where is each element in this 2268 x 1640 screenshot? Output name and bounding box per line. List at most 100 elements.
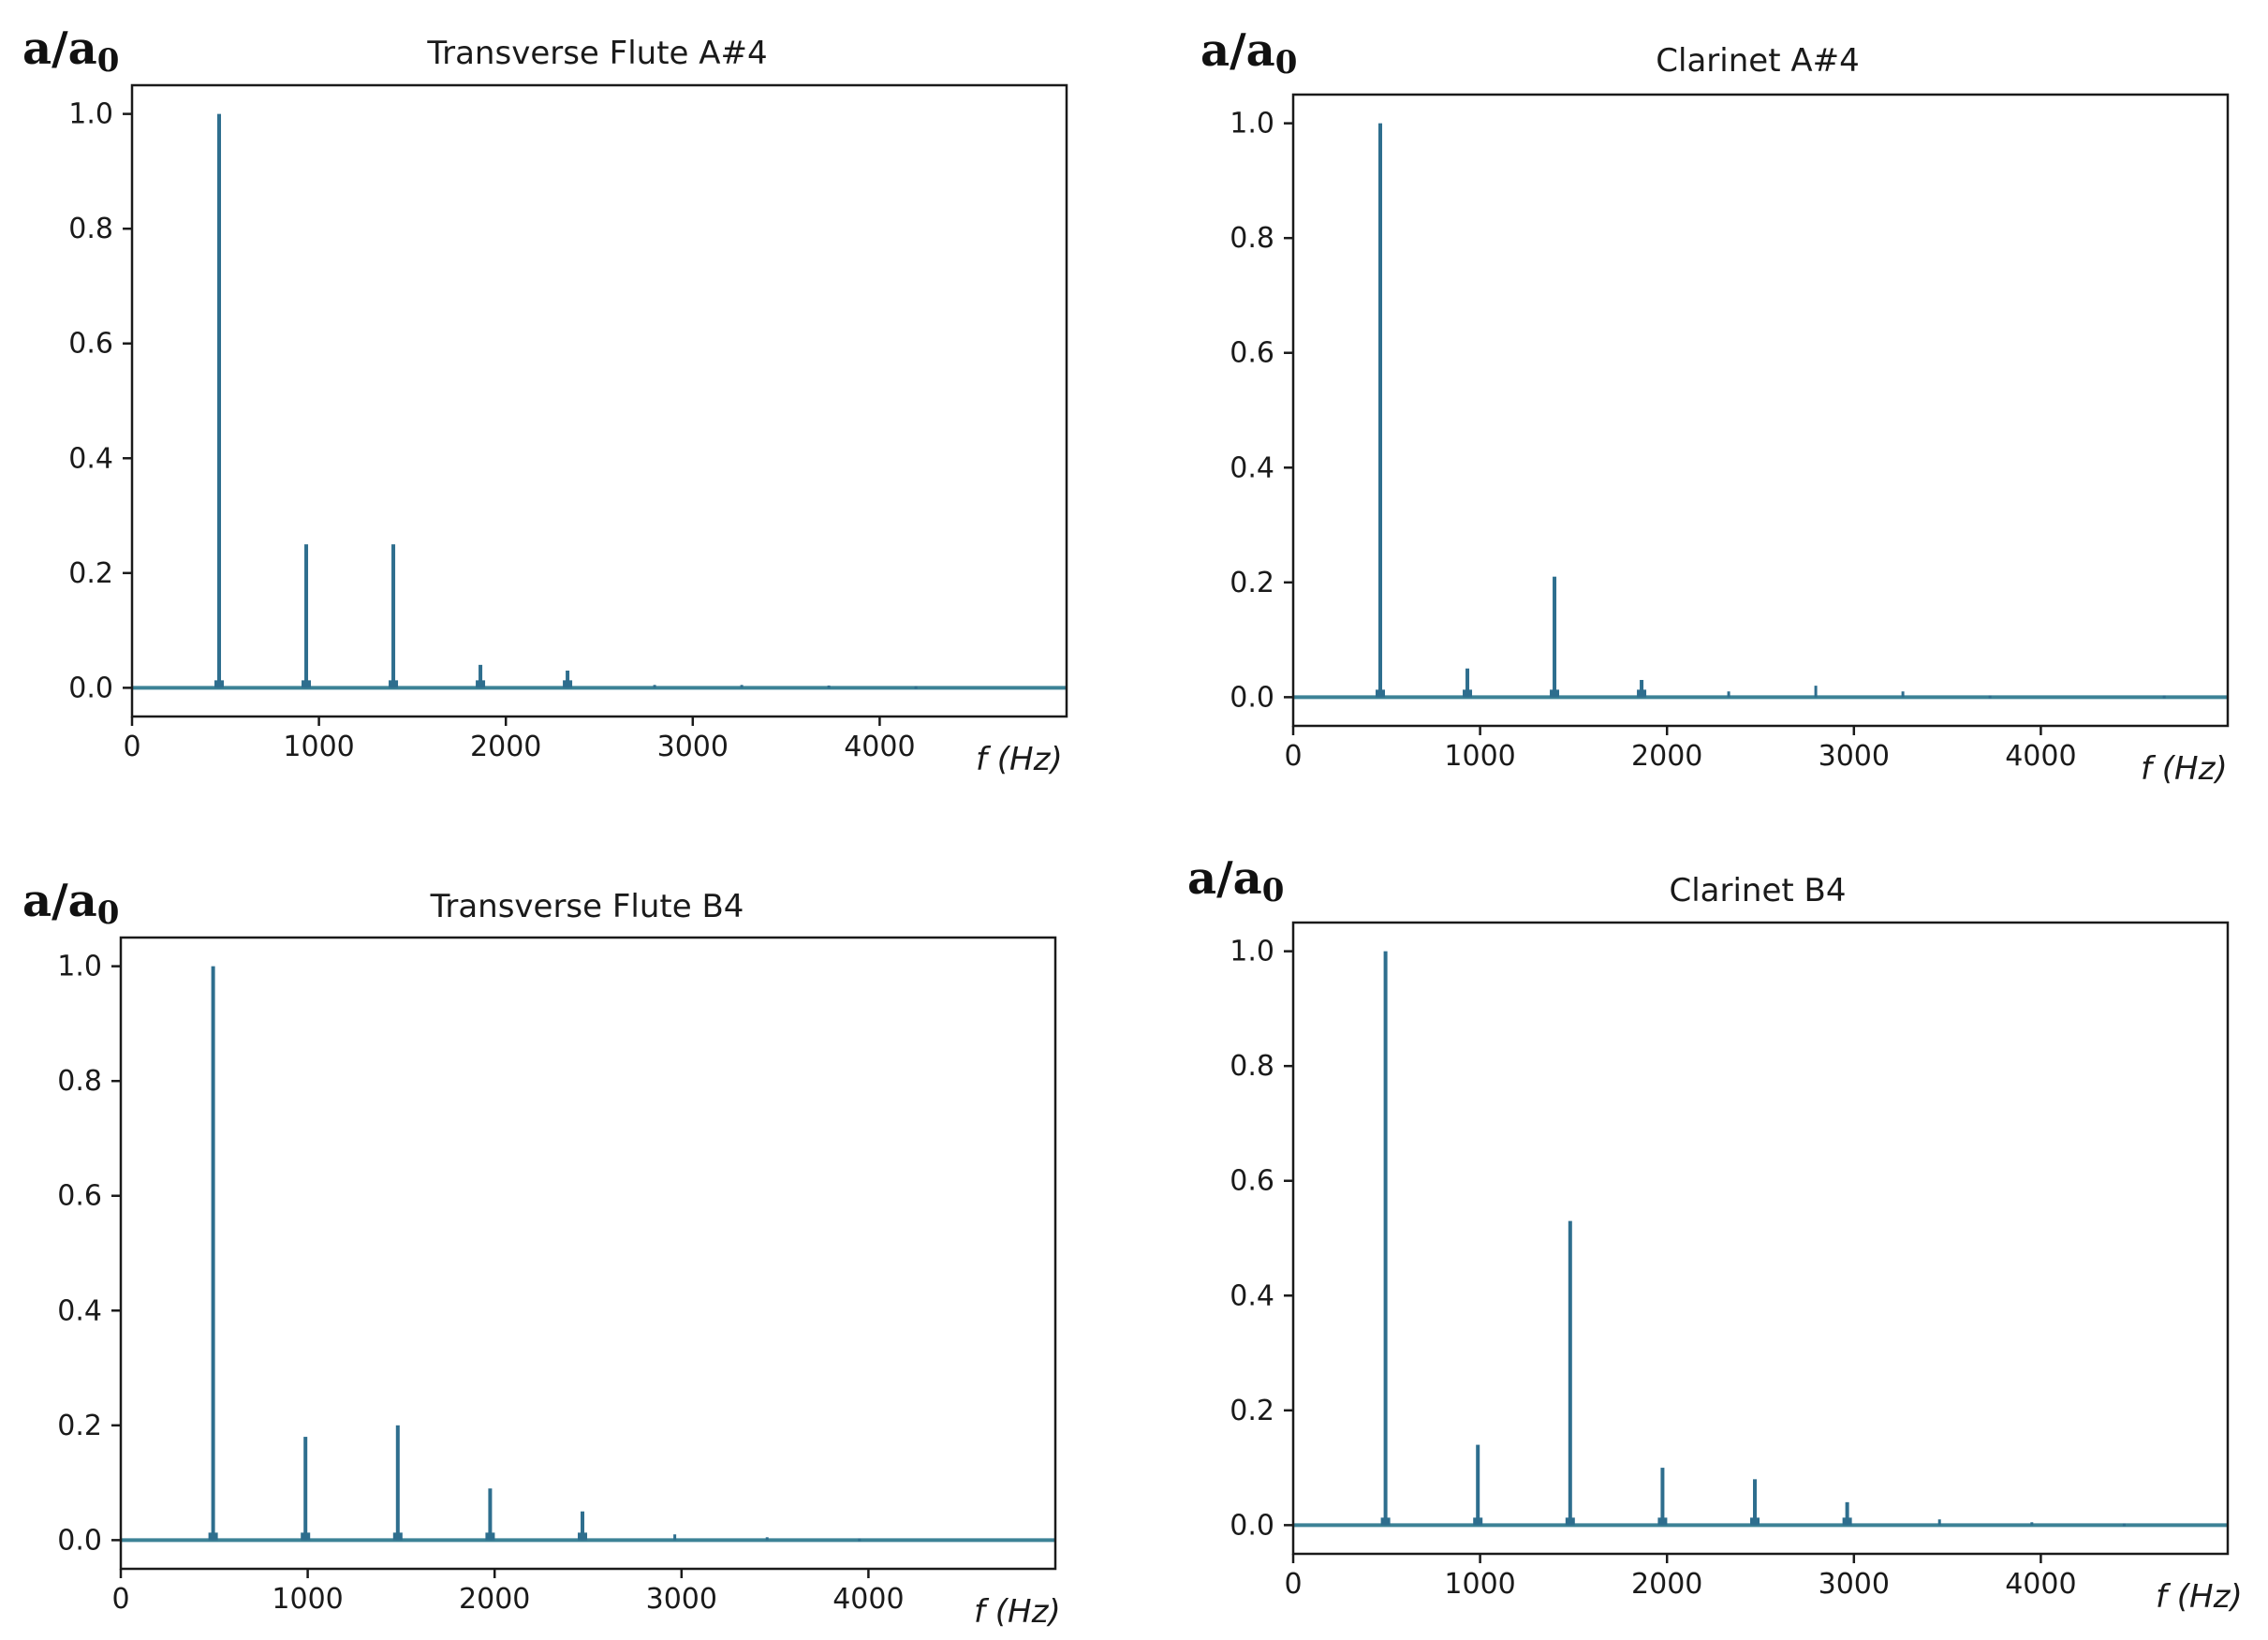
x-axis-label: f (Hz) xyxy=(976,741,1063,778)
axis-ticks: 0 1000 2000 3000 4000 0.0 0.2 0.4 0.6 0.8 1.0 xyxy=(1230,108,2076,773)
chart-title: Transverse Flute A#4 xyxy=(426,35,767,72)
y-tick-label-1.0: 1.0 xyxy=(1230,108,1274,140)
harmonic-peak-3 xyxy=(391,544,396,688)
x-tick-label-3000: 3000 xyxy=(1819,1568,1890,1601)
x-tick-label-3000: 3000 xyxy=(646,1583,717,1616)
y-tick-label-0.4: 0.4 xyxy=(57,1294,102,1327)
y-tick-label-1.0: 1.0 xyxy=(57,951,102,983)
panel-clarinet-a4-sharp: a/a0 Clarinet A#4 f (Hz) 0 1000 2000 3000 40… xyxy=(1200,24,2230,788)
y-tick-label-0.8: 0.8 xyxy=(57,1065,102,1098)
x-tick-label-2000: 2000 xyxy=(470,731,541,763)
harmonic-peak-3 xyxy=(1553,576,1557,698)
y-axis-label: a/a0 xyxy=(22,22,119,80)
harmonic-peak-9 xyxy=(914,686,918,689)
x-tick-label-4000: 4000 xyxy=(2005,1568,2076,1601)
harmonic-peak-1 xyxy=(1383,951,1388,1526)
panel-clarinet-b4: a/a0 Clarinet B4 f (Hz) 0 1000 2000 3000 400… xyxy=(1187,852,2243,1616)
y-tick-label-1.0: 1.0 xyxy=(1230,936,1274,968)
x-tick-label-2000: 2000 xyxy=(459,1583,530,1616)
harmonic-peak-4 xyxy=(479,664,483,688)
harmonic-peak-5 xyxy=(1727,691,1730,698)
harmonic-peak-3 xyxy=(395,1425,400,1541)
y-axis-label: a/a0 xyxy=(1187,852,1284,909)
harmonic-peak-6 xyxy=(653,685,656,688)
spectrum-marks xyxy=(132,113,1067,690)
x-tick-label-4000: 4000 xyxy=(844,731,915,763)
x-tick-label-0: 0 xyxy=(123,731,140,763)
harmonic-peak-9 xyxy=(2162,695,2166,699)
panel-transverse-flute-a4-sharp: a/a0 Transverse Flute A#4 f (Hz) 0 1000 20… xyxy=(22,22,1068,778)
harmonic-peak-1 xyxy=(217,113,222,688)
harmonic-peak-7 xyxy=(1937,1519,1941,1526)
harmonic-peak-9 xyxy=(2122,1523,2126,1527)
axis-ticks: 0 1000 2000 3000 4000 0.0 0.2 0.4 0.6 0.8 1.0 xyxy=(1230,936,2076,1601)
y-axis-label: a/a0 xyxy=(1200,24,1297,81)
x-tick-label-2000: 2000 xyxy=(1631,740,1702,773)
harmonic-peak-5 xyxy=(581,1511,585,1541)
y-tick-label-0.4: 0.4 xyxy=(68,442,113,475)
x-tick-label-4000: 4000 xyxy=(2005,740,2076,773)
harmonic-peak-foot-3 xyxy=(389,680,399,688)
y-tick-label-0.6: 0.6 xyxy=(57,1180,102,1213)
y-tick-label-0.8: 0.8 xyxy=(1230,1050,1274,1083)
harmonic-peak-foot-4 xyxy=(485,1532,495,1541)
y-tick-label-0.8: 0.8 xyxy=(1230,222,1274,255)
harmonic-peak-8 xyxy=(827,685,831,688)
harmonic-peak-foot-1 xyxy=(1380,1517,1391,1526)
y-axis-label: a/a0 xyxy=(22,875,119,932)
harmonic-peak-foot-3 xyxy=(1550,689,1560,698)
y-tick-label-0.6: 0.6 xyxy=(68,328,113,361)
x-tick-label-4000: 4000 xyxy=(832,1583,904,1616)
harmonic-peak-foot-3 xyxy=(1565,1517,1575,1526)
y-tick-label-0.0: 0.0 xyxy=(68,672,113,704)
y-tick-label-0.2: 0.2 xyxy=(68,557,113,590)
axis-ticks: 0 1000 2000 3000 4000 0.0 0.2 0.4 0.6 0.8 1.0 xyxy=(68,98,915,763)
harmonic-peak-7 xyxy=(765,1537,769,1541)
harmonic-peak-4 xyxy=(1640,679,1644,698)
x-tick-label-1000: 1000 xyxy=(1444,740,1515,773)
harmonic-peak-6 xyxy=(1814,686,1818,698)
harmonic-peak-foot-2 xyxy=(1463,689,1473,698)
harmonic-peak-5 xyxy=(566,670,570,688)
harmonic-peak-3 xyxy=(1568,1220,1572,1526)
harmonic-peak-foot-5 xyxy=(578,1532,588,1541)
harmonic-peak-foot-4 xyxy=(1657,1517,1668,1526)
harmonic-peak-2 xyxy=(1476,1444,1480,1526)
x-tick-label-0: 0 xyxy=(111,1583,129,1616)
plot-frame xyxy=(1291,93,2230,728)
spectrum-marks xyxy=(1293,123,2228,700)
harmonic-peak-2 xyxy=(303,1437,308,1541)
y-tick-label-0.0: 0.0 xyxy=(1230,681,1274,714)
x-axis-label: f (Hz) xyxy=(974,1593,1061,1631)
chart-title: Clarinet B4 xyxy=(1669,872,1846,909)
harmonic-peak-5 xyxy=(1753,1479,1758,1526)
harmonic-peak-foot-2 xyxy=(1473,1517,1483,1526)
x-axis-label: f (Hz) xyxy=(2156,1578,2243,1616)
harmonic-peak-foot-3 xyxy=(392,1532,403,1541)
harmonic-peak-7 xyxy=(1901,691,1905,698)
y-tick-label-0.2: 0.2 xyxy=(57,1410,102,1442)
y-tick-label-0.0: 0.0 xyxy=(57,1524,102,1557)
harmonic-peak-2 xyxy=(304,544,309,688)
spectrum-marks xyxy=(1293,951,2228,1528)
harmonic-peak-foot-1 xyxy=(208,1532,218,1541)
y-tick-label-0.6: 0.6 xyxy=(1230,1165,1274,1198)
plot-frame xyxy=(130,83,1068,718)
x-tick-label-0: 0 xyxy=(1284,1568,1302,1601)
plot-frame xyxy=(119,936,1057,1571)
x-tick-label-1000: 1000 xyxy=(272,1583,343,1616)
x-tick-label-3000: 3000 xyxy=(657,731,729,763)
harmonic-peak-2 xyxy=(1465,668,1470,698)
harmonic-peak-8 xyxy=(858,1538,862,1542)
chart-title: Transverse Flute B4 xyxy=(430,888,744,925)
y-tick-label-0.4: 0.4 xyxy=(1230,1279,1274,1312)
harmonic-peak-1 xyxy=(1378,123,1383,698)
harmonic-peak-8 xyxy=(2030,1522,2034,1526)
harmonic-peak-foot-5 xyxy=(563,680,573,688)
x-tick-label-3000: 3000 xyxy=(1819,740,1890,773)
harmonic-peak-4 xyxy=(1660,1468,1665,1526)
x-tick-label-0: 0 xyxy=(1284,740,1302,773)
plot-frame xyxy=(1291,921,2230,1556)
chart-title: Clarinet A#4 xyxy=(1656,42,1859,80)
x-tick-label-1000: 1000 xyxy=(283,731,354,763)
